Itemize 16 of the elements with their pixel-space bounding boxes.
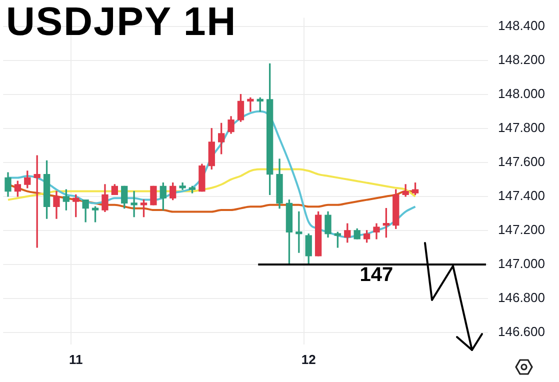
y-tick-label: 148.200	[498, 52, 546, 67]
y-tick-label: 147.000	[498, 256, 546, 272]
y-tick-label: 148.000	[498, 86, 546, 101]
ref-line-label: 147	[360, 264, 394, 286]
y-tick-label: 147.400	[498, 188, 546, 203]
y-tick-label: 147.600	[498, 154, 546, 169]
y-tick-label: 147.200	[498, 222, 546, 238]
candlestick	[130, 190, 138, 218]
y-tick-label: 146.800	[498, 290, 546, 306]
x-tick-label: 11	[69, 352, 83, 367]
chart-title: USDJPY 1H	[6, 0, 237, 45]
x-tick-label: 12	[301, 352, 316, 367]
y-tick-label: 146.600	[498, 324, 546, 340]
y-tick-label: 147.800	[498, 120, 546, 135]
candlestick	[247, 97, 254, 112]
y-tick-label: 148.400	[498, 18, 546, 33]
